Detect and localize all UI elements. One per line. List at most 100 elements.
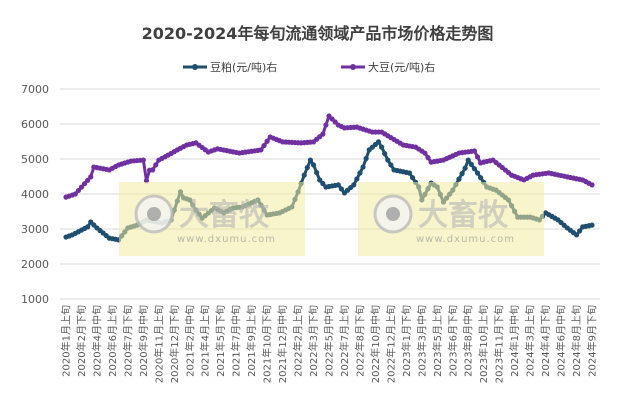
data-point — [360, 164, 366, 170]
data-point — [72, 191, 78, 197]
data-point — [577, 228, 583, 234]
x-tick-label: 2022年7月上旬 — [338, 305, 351, 377]
x-tick-label: 2023年6月下旬 — [446, 305, 459, 377]
data-point — [363, 155, 369, 162]
x-tick-label: 2024年9月下旬 — [586, 305, 599, 377]
data-point — [406, 170, 413, 176]
x-tick-label: 2023年10月上旬 — [477, 305, 490, 383]
x-tick-label: 2023年3月中旬 — [415, 305, 428, 377]
data-point — [409, 175, 416, 181]
data-point — [75, 187, 81, 194]
x-tick-label: 2024年6月中旬 — [555, 305, 568, 377]
x-tick-label: 2022年3月下旬 — [307, 305, 320, 377]
data-point — [589, 182, 595, 188]
data-point — [382, 150, 388, 157]
data-point — [85, 224, 91, 230]
data-point — [258, 147, 264, 153]
x-tick-label: 2021年9月上旬 — [245, 305, 258, 377]
x-tick-label: 2024年4月下旬 — [539, 305, 552, 377]
x-tick-label: 2022年8月下旬 — [353, 305, 366, 377]
data-point — [474, 170, 481, 176]
data-point — [357, 170, 363, 176]
data-point — [462, 165, 468, 171]
data-point — [307, 157, 314, 163]
data-point — [459, 171, 465, 177]
x-tick-label: 2023年8月中旬 — [462, 305, 475, 377]
y-tick-label: 2000 — [21, 258, 49, 271]
x-tick-label: 2020年6月上旬 — [106, 305, 119, 377]
x-tick-label: 2020年4月中旬 — [90, 305, 103, 377]
data-point — [351, 182, 357, 188]
x-tick-label: 2021年7月中旬 — [230, 305, 243, 377]
x-tick-label: 2020年1月上旬 — [60, 305, 73, 377]
data-point — [385, 157, 391, 163]
legend-item-soymeal: 豆粕(元/吨)右 — [183, 59, 277, 75]
data-point — [465, 157, 471, 163]
data-point — [140, 157, 146, 163]
y-tick-label: 5000 — [21, 153, 49, 166]
watermark-url: www.dxumu.com — [416, 234, 515, 245]
data-point — [304, 164, 310, 171]
x-tick-label: 2020年9月中旬 — [137, 305, 150, 377]
data-point — [375, 139, 382, 145]
x-tick-label: 2021年10月下旬 — [261, 305, 274, 383]
data-point — [78, 184, 85, 190]
data-point — [314, 169, 320, 176]
data-point — [388, 162, 394, 168]
y-tick-label: 7000 — [21, 83, 49, 96]
data-point — [320, 131, 326, 137]
y-tick-label: 3000 — [21, 223, 49, 236]
series-soybean — [63, 113, 595, 200]
y-tick-label: 6000 — [21, 118, 49, 131]
x-tick-label: 2024年3月上旬 — [524, 305, 537, 377]
legend-label-soybean: 大豆(元/吨)右 — [368, 61, 436, 74]
data-point — [323, 122, 329, 128]
data-point — [422, 150, 428, 156]
data-point — [153, 162, 159, 168]
data-point — [320, 180, 326, 187]
y-tick-label: 1000 — [21, 293, 49, 306]
data-point — [456, 176, 462, 182]
x-tick-label: 2023年11月下旬 — [493, 305, 506, 383]
legend-marker-soymeal — [183, 64, 207, 70]
data-point — [474, 154, 481, 160]
data-point — [261, 142, 267, 149]
x-tick-label: 2023年1月下旬 — [400, 305, 413, 377]
data-point — [310, 162, 317, 168]
data-point — [301, 172, 307, 178]
watermark-logo-eye — [147, 207, 161, 221]
x-tick-label: 2021年5月下旬 — [214, 305, 227, 377]
data-point — [81, 181, 88, 187]
data-point — [468, 161, 474, 167]
data-point — [573, 232, 580, 238]
x-tick-label: 2024年8月上旬 — [570, 305, 583, 377]
data-point — [88, 174, 94, 180]
data-point — [379, 144, 385, 150]
watermark-brand: 大畜牧 — [179, 198, 270, 233]
legend-label-soymeal: 豆粕(元/吨)右 — [210, 61, 278, 74]
data-point — [425, 155, 431, 161]
x-tick-label: 2021年2月中旬 — [183, 305, 196, 377]
x-tick-label: 2023年5月上旬 — [431, 305, 444, 377]
x-tick-label: 2022年10月中旬 — [369, 305, 382, 383]
x-tick-label: 2022年2月上旬 — [292, 305, 305, 377]
chart-title: 2020-2024年每旬流通领域产品市场价格走势图 — [141, 24, 494, 43]
data-point — [471, 166, 478, 172]
watermark-logo-eye — [386, 207, 400, 221]
legend-item-soybean: 大豆(元/吨)右 — [341, 59, 435, 75]
data-point — [354, 176, 360, 182]
data-point — [338, 186, 344, 192]
legend-marker-soybean — [341, 64, 365, 70]
x-tick-label: 2022年5月中旬 — [323, 305, 336, 377]
data-point — [264, 138, 270, 144]
x-tick-label: 2020年12月下旬 — [168, 305, 181, 383]
x-tick-label: 2020年7月下旬 — [121, 305, 134, 377]
x-tick-label: 2022年12月上旬 — [384, 305, 397, 383]
data-point — [335, 182, 341, 188]
data-point — [478, 175, 484, 181]
x-tick-label: 2021年4月上旬 — [199, 305, 212, 377]
y-tick-label: 4000 — [21, 188, 49, 201]
